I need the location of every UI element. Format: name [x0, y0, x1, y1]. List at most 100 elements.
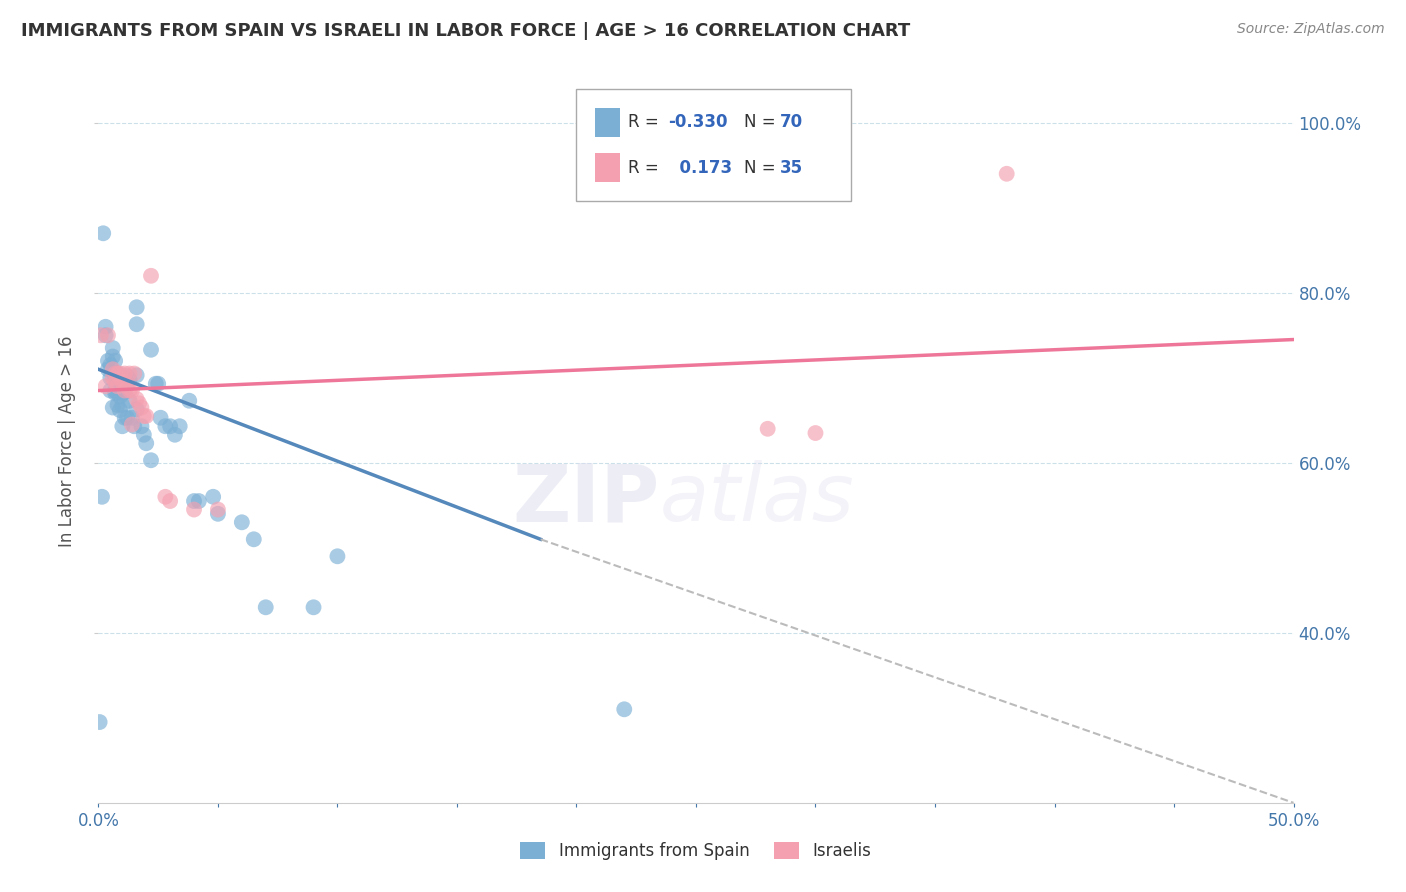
- Point: [104, 367, 127, 381]
- Point: [104, 371, 127, 385]
- Text: 70: 70: [780, 113, 803, 131]
- Point: [139, 343, 162, 357]
- Point: [125, 402, 148, 417]
- Point: [104, 386, 127, 401]
- Text: -0.330: -0.330: [668, 113, 727, 131]
- Point: [107, 367, 129, 381]
- Point: [111, 371, 134, 385]
- Point: [124, 367, 146, 381]
- Text: R =: R =: [628, 113, 665, 131]
- Point: [98, 384, 122, 398]
- Text: N =: N =: [744, 113, 780, 131]
- Point: [169, 419, 191, 434]
- Point: [104, 367, 127, 381]
- Point: [108, 371, 131, 385]
- Point: [231, 516, 253, 530]
- Point: [91, 227, 114, 241]
- Point: [254, 600, 277, 615]
- Point: [804, 425, 827, 440]
- Point: [90, 328, 112, 343]
- Point: [756, 422, 779, 436]
- Point: [97, 362, 120, 376]
- Point: [94, 379, 117, 393]
- Point: [89, 714, 111, 729]
- Point: [132, 409, 155, 423]
- Point: [187, 494, 209, 508]
- Point: [125, 317, 148, 331]
- Point: [94, 328, 117, 343]
- Point: [159, 419, 181, 434]
- Point: [115, 410, 138, 425]
- Point: [114, 410, 136, 425]
- Text: ZIP: ZIP: [513, 460, 661, 539]
- Point: [108, 376, 131, 391]
- Point: [97, 328, 120, 343]
- Point: [107, 379, 129, 393]
- Point: [155, 419, 177, 434]
- Point: [118, 393, 141, 408]
- Point: [207, 507, 229, 521]
- Point: [121, 410, 143, 425]
- Point: [135, 436, 157, 450]
- Point: [131, 419, 153, 434]
- Point: [101, 350, 124, 364]
- Point: [302, 600, 325, 615]
- Point: [108, 367, 131, 381]
- Point: [148, 376, 170, 391]
- Point: [128, 396, 150, 410]
- Point: [114, 372, 136, 386]
- Point: [995, 167, 1018, 181]
- Point: [613, 702, 636, 716]
- Point: [207, 502, 229, 516]
- Legend: Immigrants from Spain, Israelis: Immigrants from Spain, Israelis: [513, 835, 879, 867]
- Point: [114, 385, 136, 400]
- Text: IMMIGRANTS FROM SPAIN VS ISRAELI IN LABOR FORCE | AGE > 16 CORRELATION CHART: IMMIGRANTS FROM SPAIN VS ISRAELI IN LABO…: [21, 22, 910, 40]
- Point: [115, 369, 138, 384]
- Point: [107, 398, 129, 412]
- Point: [115, 379, 138, 393]
- Point: [98, 358, 122, 372]
- Point: [114, 385, 136, 400]
- Text: R =: R =: [628, 159, 665, 177]
- Y-axis label: In Labor Force | Age > 16: In Labor Force | Age > 16: [58, 335, 76, 548]
- Point: [243, 533, 266, 547]
- Point: [163, 427, 186, 442]
- Point: [118, 372, 141, 386]
- Point: [94, 319, 117, 334]
- Point: [97, 353, 120, 368]
- Point: [101, 401, 124, 415]
- Point: [125, 300, 148, 314]
- Point: [125, 392, 148, 406]
- Point: [149, 410, 172, 425]
- Point: [108, 403, 131, 417]
- Point: [124, 419, 146, 434]
- Point: [111, 381, 134, 395]
- Point: [132, 427, 155, 442]
- Point: [125, 368, 148, 383]
- Point: [121, 417, 143, 432]
- Point: [91, 490, 114, 504]
- Point: [104, 384, 127, 398]
- Text: atlas: atlas: [661, 460, 855, 539]
- Point: [104, 353, 127, 368]
- Point: [145, 376, 167, 391]
- Point: [183, 502, 205, 516]
- Point: [139, 268, 162, 283]
- Point: [114, 384, 136, 398]
- Point: [107, 369, 129, 384]
- Point: [107, 367, 129, 381]
- Text: 35: 35: [780, 159, 803, 177]
- Point: [101, 371, 124, 385]
- Point: [121, 384, 143, 398]
- Text: N =: N =: [744, 159, 780, 177]
- Point: [111, 419, 134, 434]
- Point: [159, 494, 181, 508]
- Text: Source: ZipAtlas.com: Source: ZipAtlas.com: [1237, 22, 1385, 37]
- Point: [98, 371, 122, 385]
- Point: [155, 490, 177, 504]
- Point: [183, 494, 205, 508]
- Point: [179, 393, 201, 408]
- Point: [326, 549, 349, 564]
- Point: [101, 341, 124, 355]
- Point: [115, 376, 138, 391]
